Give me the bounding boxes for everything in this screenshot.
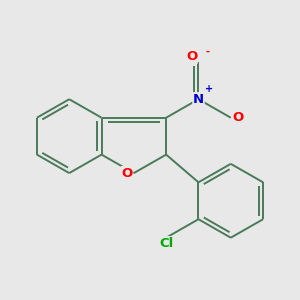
Text: O: O (186, 50, 197, 63)
Text: O: O (121, 167, 133, 180)
Text: +: + (205, 84, 213, 94)
Text: O: O (232, 111, 243, 124)
Text: N: N (193, 93, 204, 106)
Text: Cl: Cl (159, 237, 173, 250)
Text: -: - (206, 47, 210, 57)
